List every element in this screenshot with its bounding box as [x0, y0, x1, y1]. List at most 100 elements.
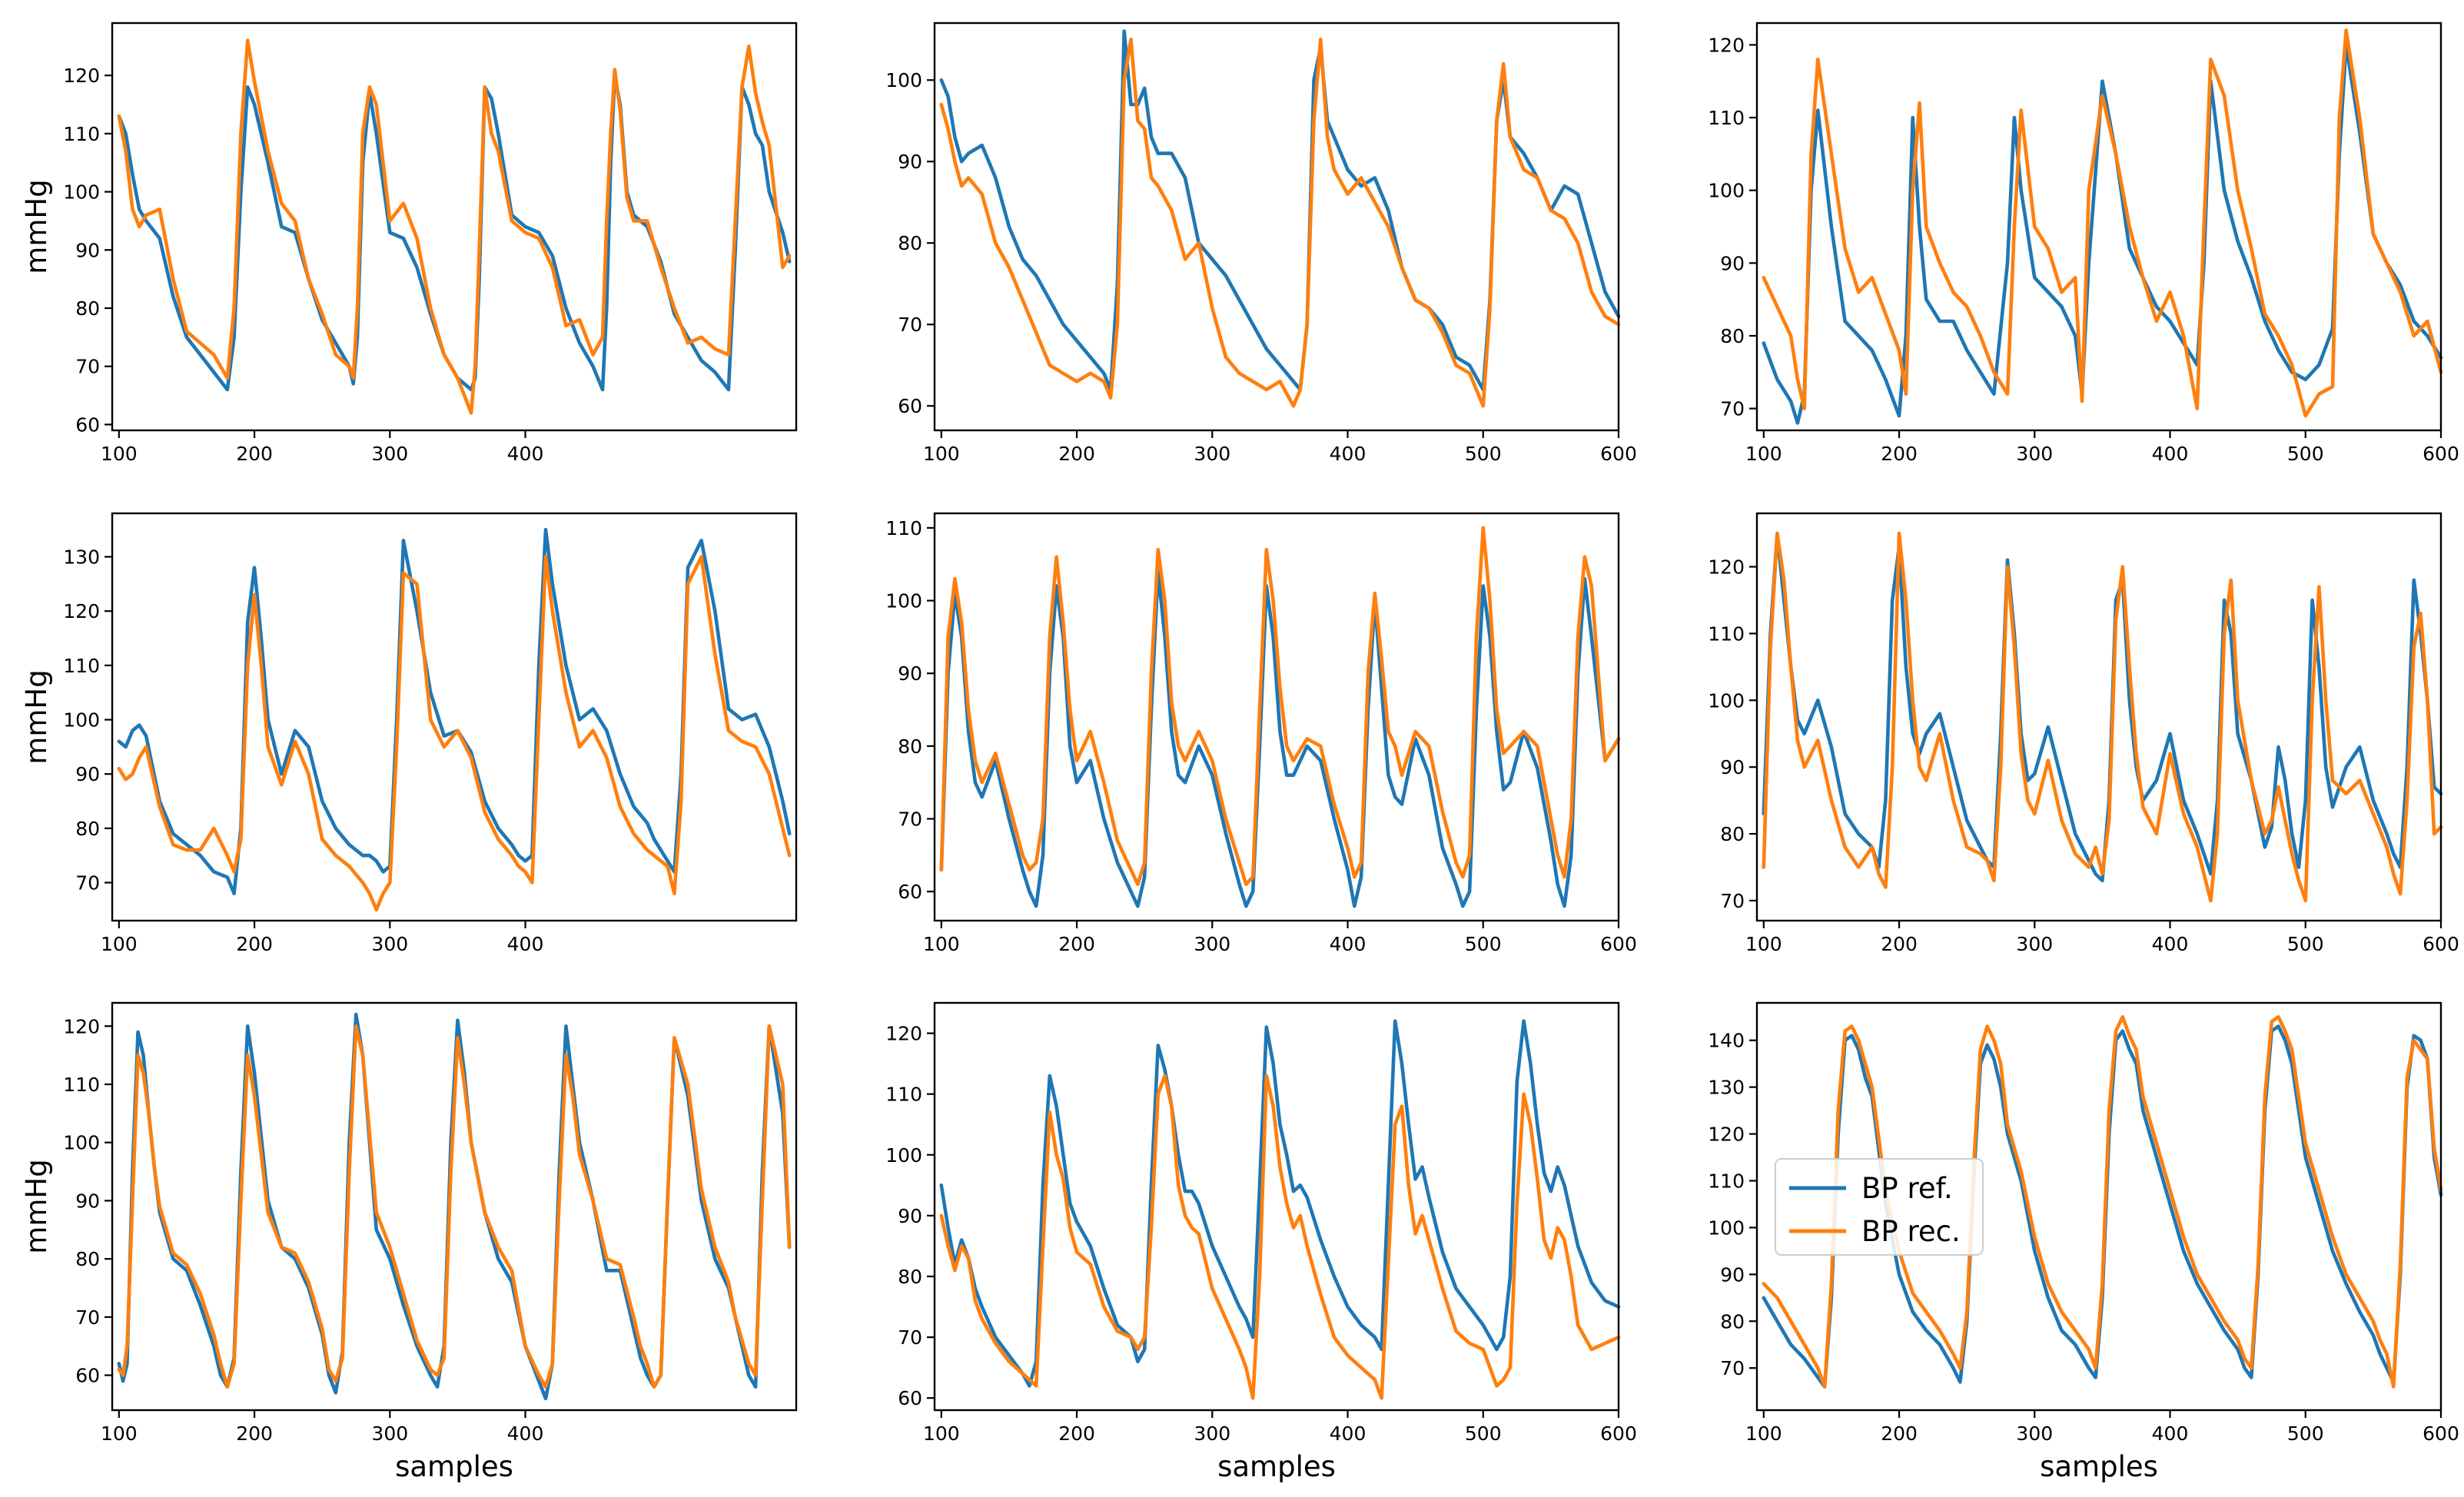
- x-tick-label: 500: [2287, 1422, 2324, 1445]
- y-tick-label: 70: [75, 356, 100, 378]
- x-tick-label: 600: [1600, 933, 1637, 955]
- y-tick-label: 80: [75, 297, 100, 320]
- subplot-4: 100 200 300 400 70 80 90 100 110 120 130 mmHg: [20, 512, 798, 955]
- y-tick-label: 70: [898, 808, 922, 831]
- y-tick-label: 90: [1720, 252, 1745, 274]
- x-tick-label: 500: [1465, 443, 1502, 465]
- subplot-2: 100 200 300 400 500 600 60 70 80 90 100: [885, 22, 1637, 465]
- y-tick-label: 110: [1708, 622, 1745, 645]
- y-tick-label: 80: [1720, 823, 1745, 845]
- subplot-6: 100 200 300 400 500 600 70 80 90 100 110 120: [1708, 512, 2459, 955]
- x-axis-label: samples: [1217, 1450, 1336, 1483]
- y-tick-label: 70: [75, 872, 100, 895]
- y-tick-label: 110: [63, 123, 100, 145]
- y-tick-label: 70: [1720, 398, 1745, 420]
- x-tick-label: 600: [2422, 933, 2459, 955]
- y-tick-label: 120: [63, 65, 100, 87]
- x-tick-label: 500: [1465, 933, 1502, 955]
- y-tick-label: 100: [885, 590, 922, 612]
- series-line-ref: [939, 1019, 1621, 1388]
- x-tick-label: 100: [923, 1422, 960, 1445]
- subplot-7: 100 200 300 400 60 70 80 90 100 110 120 mmHg samples: [20, 1001, 798, 1483]
- x-tick-label: 400: [507, 1422, 544, 1445]
- series-line-ref: [1762, 531, 2443, 883]
- axes-frame: [1755, 512, 2442, 922]
- x-tick-label: 500: [1465, 1422, 1502, 1445]
- y-tick-label: 110: [885, 517, 922, 539]
- y-tick-label: 80: [898, 232, 922, 254]
- x-tick-label: 400: [2152, 933, 2189, 955]
- x-tick-label: 200: [1058, 443, 1095, 465]
- subplot-8: 100 200 300 400 500 600 60 70 80 90 100 110 120 sampl…: [885, 1001, 1637, 1483]
- y-tick-label: 80: [75, 818, 100, 840]
- y-tick-label: 120: [1708, 1124, 1745, 1146]
- y-tick-label: 80: [898, 1266, 922, 1288]
- series-line-rec: [939, 1074, 1621, 1400]
- legend: BP ref. BP rec.: [1775, 1158, 1984, 1256]
- y-tick-label: 120: [1708, 34, 1745, 56]
- x-tick-label: 200: [1881, 933, 1918, 955]
- y-tick-label: 100: [1708, 180, 1745, 202]
- y-tick-label: 140: [1708, 1030, 1745, 1052]
- x-tick-label: 100: [1745, 443, 1782, 465]
- x-tick-label: 300: [371, 933, 408, 955]
- series-line-rec: [117, 555, 792, 912]
- y-tick-label: 80: [1720, 1310, 1745, 1333]
- series-line-ref: [117, 527, 792, 895]
- series-line-rec: [939, 37, 1621, 408]
- axes-frame: [1755, 22, 2442, 432]
- y-tick-label: 90: [898, 662, 922, 685]
- series-line-rec: [117, 1024, 792, 1389]
- y-axis-label: mmHg: [20, 669, 53, 764]
- series-line-rec: [117, 38, 792, 415]
- y-axis-label: mmHg: [20, 179, 53, 274]
- x-tick-label: 100: [101, 443, 138, 465]
- y-tick-label: 70: [898, 1326, 922, 1349]
- y-tick-label: 90: [898, 1205, 922, 1227]
- x-tick-label: 200: [1058, 933, 1095, 955]
- x-tick-label: 300: [371, 443, 408, 465]
- y-tick-label: 100: [63, 181, 100, 204]
- y-tick-label: 100: [1708, 1217, 1745, 1239]
- x-tick-label: 200: [236, 443, 273, 465]
- y-tick-label: 90: [898, 151, 922, 173]
- subplot-3: 100 200 300 400 500 600 70 80 90 100 110 120: [1708, 22, 2459, 465]
- y-tick-label: 100: [63, 709, 100, 732]
- x-tick-label: 500: [2287, 443, 2324, 465]
- x-tick-label: 200: [1881, 443, 1918, 465]
- y-tick-label: 80: [898, 735, 922, 758]
- y-tick-label: 130: [1708, 1077, 1745, 1099]
- x-tick-label: 400: [1330, 933, 1366, 955]
- y-tick-label: 60: [898, 1387, 922, 1409]
- x-tick-label: 300: [2016, 443, 2053, 465]
- axes-frame: [111, 1001, 798, 1412]
- y-tick-label: 90: [75, 1190, 100, 1212]
- x-tick-label: 500: [2287, 933, 2324, 955]
- y-tick-label: 100: [63, 1132, 100, 1154]
- y-tick-label: 130: [63, 546, 100, 569]
- y-tick-label: 110: [1708, 1170, 1745, 1192]
- y-tick-label: 60: [75, 413, 100, 436]
- x-tick-label: 300: [1194, 1422, 1230, 1445]
- x-tick-label: 100: [1745, 1422, 1782, 1445]
- x-tick-label: 300: [2016, 1422, 2053, 1445]
- x-tick-label: 600: [2422, 1422, 2459, 1445]
- y-tick-label: 120: [63, 1015, 100, 1037]
- y-tick-label: 120: [885, 1023, 922, 1045]
- y-tick-label: 60: [898, 881, 922, 903]
- x-tick-label: 600: [1600, 1422, 1637, 1445]
- y-tick-label: 70: [75, 1306, 100, 1329]
- y-tick-label: 100: [885, 1144, 922, 1167]
- x-tick-label: 100: [101, 933, 138, 955]
- x-tick-label: 300: [2016, 933, 2053, 955]
- y-tick-label: 100: [1708, 689, 1745, 712]
- x-tick-label: 600: [1600, 443, 1637, 465]
- series-line-rec: [1762, 28, 2443, 418]
- series-line-rec: [1762, 531, 2443, 903]
- y-tick-label: 80: [75, 1248, 100, 1270]
- legend-label-ref: BP ref.: [1861, 1172, 1953, 1205]
- x-tick-label: 400: [1330, 443, 1366, 465]
- x-axis-label: samples: [2040, 1450, 2158, 1483]
- x-tick-label: 200: [1881, 1422, 1918, 1445]
- x-tick-label: 200: [236, 933, 273, 955]
